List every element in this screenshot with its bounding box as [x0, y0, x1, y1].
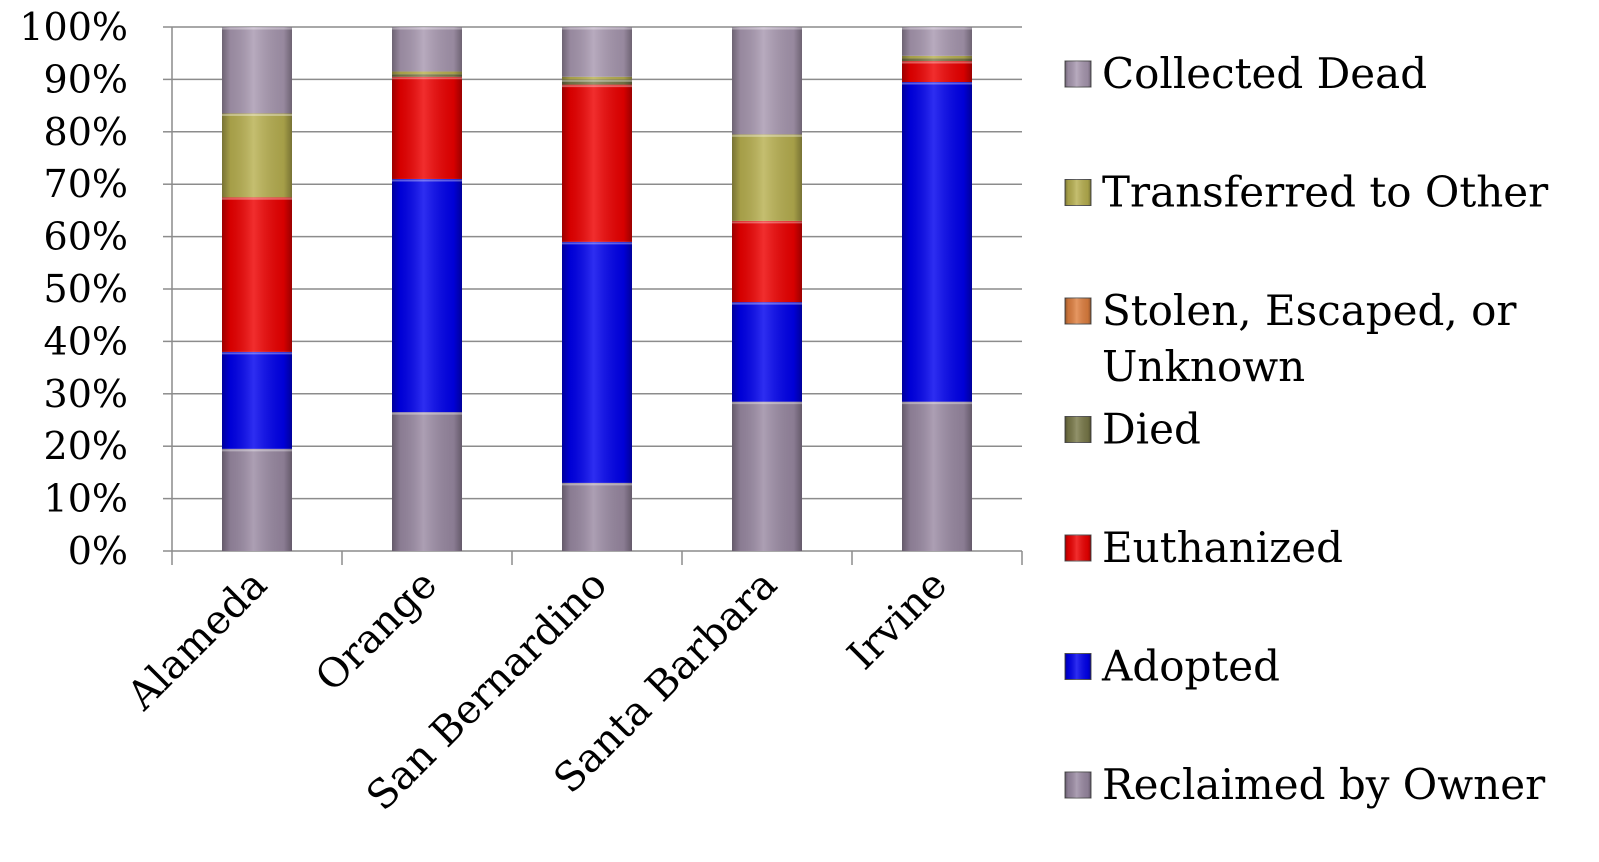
legend-label: Died	[1102, 405, 1201, 454]
bar-segment-santa-barbara-reclaimed-by-owner	[732, 401, 802, 551]
y-tick-label: 30%	[44, 372, 128, 416]
bar-segment-orange-transferred-to-other	[392, 71, 462, 75]
bar-segment-shading	[562, 482, 632, 551]
y-tick-label: 50%	[44, 267, 128, 311]
bar-segment-orange-euthanized	[392, 76, 462, 179]
bar-segment-shading	[392, 178, 462, 413]
legend-item-stolen-escaped-or-unknown: Stolen, Escaped, or Unknown	[1064, 286, 1517, 391]
legend-item-reclaimed-by-owner: Reclaimed by Owner	[1064, 760, 1546, 809]
bar-segment-shading	[562, 76, 632, 80]
bar-segment-san-bernardino-collected-dead	[562, 27, 632, 77]
y-axis-tick-labels: 0% 10% 20% 30% 40% 50% 60% 70% 80% 90% 100%	[19, 5, 128, 573]
legend-swatch-shading	[1065, 61, 1091, 87]
legend-swatch-shading	[1065, 298, 1091, 324]
bar-segment-shading	[732, 302, 802, 402]
bar-segment-santa-barbara-transferred-to-other	[732, 134, 802, 221]
legend-item-died: Died	[1064, 405, 1201, 454]
bar-segment-shading	[222, 27, 292, 114]
bar-segment-orange-adopted	[392, 178, 462, 413]
legend-label: Adopted	[1101, 642, 1280, 691]
bar-segment-shading	[392, 27, 462, 72]
bar-segment-santa-barbara-adopted	[732, 302, 802, 402]
bar-segment-san-bernardino-transferred-to-other	[562, 76, 632, 80]
bar-segment-shading	[562, 79, 632, 85]
bars	[222, 27, 972, 551]
legend-swatch-shading	[1065, 772, 1091, 798]
legend-swatch-shading	[1065, 416, 1091, 443]
bar-segment-alameda-euthanized	[222, 197, 292, 352]
bar-segment-irvine-died	[902, 58, 972, 62]
y-tick-label: 60%	[44, 215, 128, 259]
x-category-label-orange: Orange	[307, 562, 446, 701]
bar-segment-shading	[562, 84, 632, 242]
bar-segment-shading	[902, 61, 972, 83]
bar-segment-shading	[222, 351, 292, 449]
bar-segment-shading	[732, 220, 802, 303]
bar-segment-shading	[392, 412, 462, 551]
y-tick-label: 20%	[44, 424, 128, 468]
bar-segment-santa-barbara-euthanized	[732, 220, 802, 303]
y-tick-label: 80%	[44, 110, 128, 154]
bar-segment-shading	[562, 27, 632, 77]
bar-segment-shading	[392, 74, 462, 77]
y-tick-label: 0%	[68, 529, 128, 573]
bar-segment-shading	[902, 58, 972, 62]
bar-segment-shading	[392, 71, 462, 75]
legend: Collected Dead Transferred to Other Stolen…	[1064, 49, 1549, 809]
legend-label: Transferred to Other	[1102, 168, 1549, 217]
bar-segment-shading	[902, 55, 972, 59]
bar-segment-orange-reclaimed-by-owner	[392, 412, 462, 551]
legend-item-euthanized: Euthanized	[1064, 523, 1343, 572]
bar-segment-orange-died	[392, 74, 462, 77]
bar-segment-shading	[902, 401, 972, 551]
bar-segment-irvine-adopted	[902, 82, 972, 402]
legend-label: Reclaimed by Owner	[1102, 760, 1546, 809]
bar-segment-san-bernardino-reclaimed-by-owner	[562, 482, 632, 551]
bar-segment-alameda-adopted	[222, 351, 292, 449]
bar-segment-san-bernardino-died	[562, 79, 632, 85]
y-tick-label: 10%	[44, 477, 128, 521]
legend-swatch-shading	[1065, 179, 1091, 206]
y-tick-label: 90%	[44, 57, 128, 101]
legend-swatch-shading	[1065, 535, 1091, 561]
bar-segment-shading	[222, 197, 292, 352]
bar-segment-alameda-transferred-to-other	[222, 113, 292, 198]
legend-label: Stolen, Escaped, or	[1102, 286, 1517, 335]
bar-segment-orange-collected-dead	[392, 27, 462, 72]
bar-segment-irvine-reclaimed-by-owner	[902, 401, 972, 551]
bar-segment-shading	[732, 401, 802, 551]
bar-segment-irvine-collected-dead	[902, 27, 972, 56]
legend-label: Unknown	[1102, 342, 1305, 391]
bar-segment-shading	[562, 241, 632, 483]
bar-segment-san-bernardino-euthanized	[562, 84, 632, 242]
bar-segment-irvine-transferred-to-other	[902, 55, 972, 59]
legend-item-adopted: Adopted	[1064, 642, 1280, 691]
x-category-label-irvine: Irvine	[839, 562, 956, 679]
y-tick-label: 40%	[44, 319, 128, 363]
y-tick-label: 100%	[19, 5, 128, 49]
bar-segment-shading	[902, 82, 972, 402]
bar-segment-alameda-reclaimed-by-owner	[222, 448, 292, 551]
bar-segment-alameda-collected-dead	[222, 27, 292, 114]
legend-swatch-shading	[1065, 653, 1091, 680]
bar-segment-santa-barbara-collected-dead	[732, 27, 802, 135]
y-tick-label: 70%	[44, 162, 128, 206]
legend-label: Euthanized	[1102, 523, 1343, 572]
legend-item-collected-dead: Collected Dead	[1064, 49, 1427, 98]
legend-item-transferred-to-other: Transferred to Other	[1064, 168, 1549, 217]
bar-segment-shading	[392, 76, 462, 179]
bar-segment-san-bernardino-adopted	[562, 241, 632, 483]
bar-segment-irvine-euthanized	[902, 61, 972, 83]
legend-label: Collected Dead	[1102, 49, 1427, 98]
x-category-label-alameda: Alameda	[118, 562, 276, 720]
bar-segment-shading	[222, 113, 292, 198]
bar-segment-shading	[222, 448, 292, 551]
bar-segment-shading	[902, 27, 972, 56]
axes	[163, 26, 1023, 565]
bar-segment-shading	[732, 134, 802, 221]
bar-segment-shading	[732, 27, 802, 135]
